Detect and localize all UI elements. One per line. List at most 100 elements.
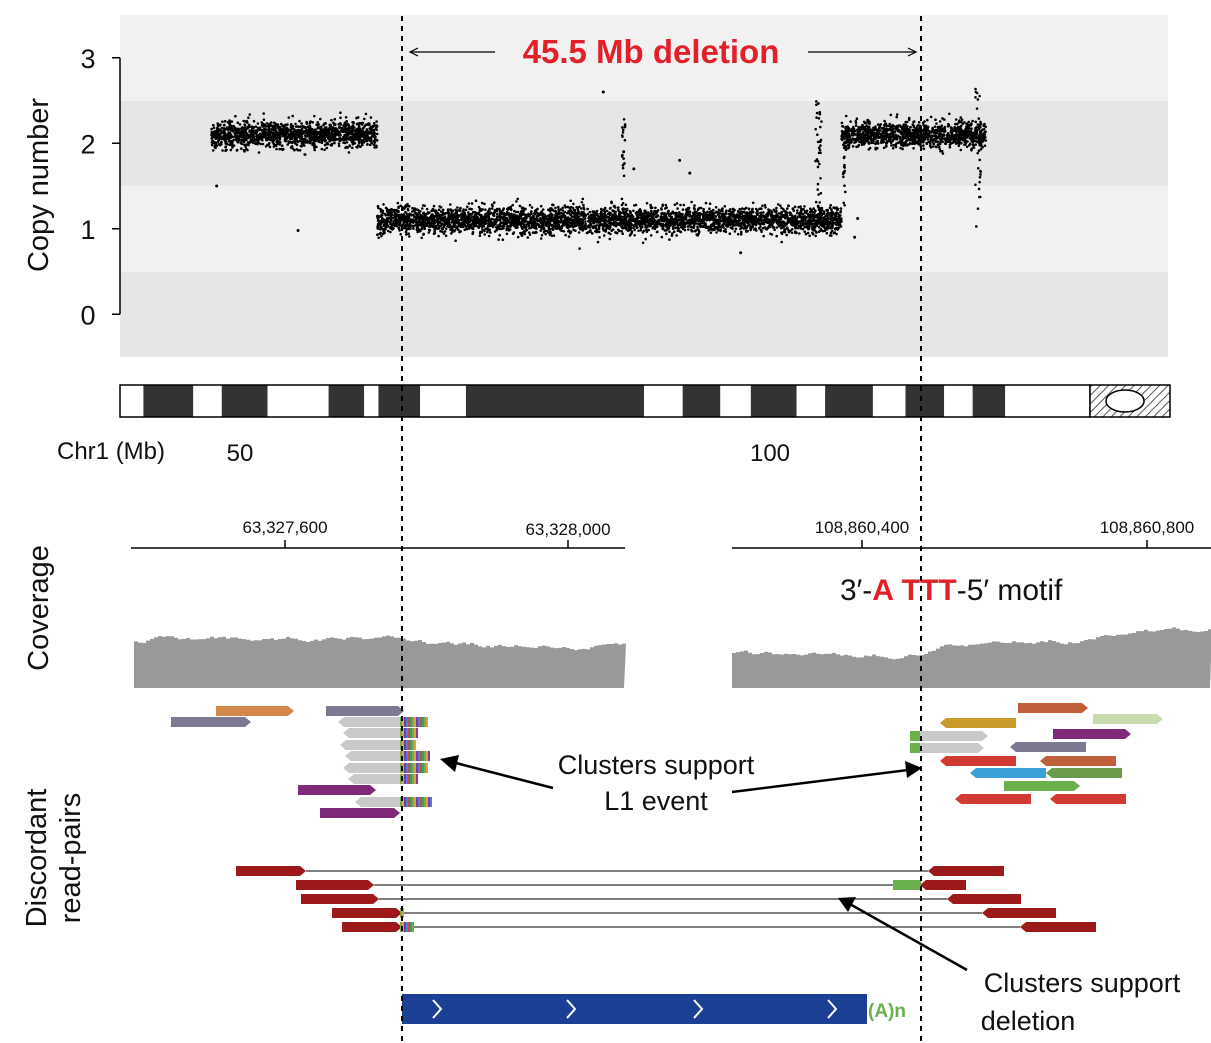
cn-point bbox=[736, 232, 740, 236]
cn-point bbox=[812, 207, 815, 210]
cn-point bbox=[366, 135, 370, 138]
cn-point bbox=[482, 221, 486, 225]
cn-point bbox=[384, 206, 388, 210]
cn-point bbox=[718, 219, 721, 223]
cn-point bbox=[379, 225, 383, 229]
cn-point bbox=[732, 210, 735, 214]
cn-point bbox=[427, 219, 431, 223]
cn-point bbox=[416, 228, 420, 232]
cn-point bbox=[294, 125, 298, 128]
cn-point bbox=[608, 224, 612, 228]
cn-point bbox=[698, 216, 701, 219]
cn-point bbox=[524, 229, 527, 233]
cn-point bbox=[328, 123, 332, 127]
cn-point bbox=[530, 212, 533, 216]
cn-point bbox=[279, 132, 282, 136]
cn-point bbox=[526, 221, 530, 224]
cn-point bbox=[741, 222, 744, 226]
cn-point bbox=[300, 145, 304, 148]
cn-point bbox=[274, 135, 277, 138]
band-cn0 bbox=[120, 272, 1168, 357]
cn-point bbox=[668, 214, 672, 217]
cn-point bbox=[226, 142, 229, 146]
cn-point bbox=[311, 143, 314, 147]
cn-point bbox=[647, 228, 650, 232]
cn-point bbox=[443, 212, 447, 215]
cn-point bbox=[435, 220, 438, 223]
cn-point bbox=[487, 234, 491, 238]
cn-point bbox=[322, 132, 326, 136]
cn-point bbox=[666, 212, 670, 215]
cn-point bbox=[423, 204, 426, 207]
cn-point bbox=[319, 128, 323, 132]
cn-point bbox=[311, 129, 314, 133]
cn-point bbox=[333, 132, 336, 135]
cn-point bbox=[412, 224, 415, 228]
cn-point bbox=[295, 148, 299, 151]
cn-point bbox=[404, 230, 408, 234]
cn-point bbox=[729, 211, 733, 214]
cn-point bbox=[741, 207, 744, 210]
cn-point bbox=[416, 215, 420, 219]
cn-point bbox=[671, 210, 674, 213]
cn-point bbox=[361, 131, 365, 134]
cn-point bbox=[439, 229, 442, 233]
cn-point bbox=[608, 237, 612, 241]
cn-point bbox=[831, 229, 834, 233]
cn-point bbox=[617, 206, 620, 209]
cn-point bbox=[495, 207, 499, 211]
cn-point bbox=[414, 207, 417, 211]
cn-point bbox=[215, 129, 218, 133]
cn-point bbox=[402, 221, 406, 224]
cn-point bbox=[349, 138, 352, 142]
cn-point bbox=[772, 226, 776, 229]
cn-point bbox=[437, 208, 441, 211]
cn-point bbox=[395, 209, 399, 213]
cn-point bbox=[396, 220, 400, 224]
cn-point bbox=[803, 230, 806, 233]
cn-point bbox=[539, 217, 542, 220]
cn-point bbox=[389, 230, 392, 234]
cn-point bbox=[419, 223, 422, 226]
cn-point bbox=[788, 230, 791, 233]
cn-point bbox=[306, 125, 310, 129]
cn-point bbox=[591, 232, 594, 235]
cn-point bbox=[269, 136, 272, 139]
cn-point bbox=[823, 229, 827, 233]
cn-point bbox=[620, 225, 623, 228]
cn-point bbox=[218, 124, 222, 127]
cn-point bbox=[298, 149, 302, 152]
cn-point bbox=[613, 216, 616, 220]
cn-point bbox=[715, 220, 718, 224]
cn-point bbox=[344, 116, 348, 119]
cn-point bbox=[369, 128, 373, 132]
cn-point bbox=[654, 206, 657, 210]
cn-point bbox=[429, 225, 432, 228]
cn-point bbox=[826, 213, 829, 217]
cn-point bbox=[281, 124, 285, 128]
cn-point bbox=[261, 142, 265, 146]
cn-point bbox=[714, 226, 717, 230]
cn-point bbox=[655, 210, 659, 214]
cn-point bbox=[480, 215, 483, 219]
cn-point bbox=[498, 233, 502, 237]
cn-point bbox=[696, 234, 699, 237]
cn-point bbox=[556, 215, 559, 219]
cn-point bbox=[626, 229, 630, 232]
cn-point bbox=[421, 207, 424, 210]
cn-point bbox=[254, 125, 258, 128]
cn-point bbox=[529, 220, 533, 223]
cn-point bbox=[684, 215, 688, 219]
cn-point bbox=[464, 208, 468, 212]
cn-point bbox=[535, 231, 538, 234]
cn-point bbox=[790, 223, 794, 227]
cn-point bbox=[637, 216, 640, 219]
cn-point bbox=[587, 224, 590, 227]
cn-point bbox=[355, 131, 359, 134]
cn-point bbox=[630, 230, 634, 233]
cn-point bbox=[575, 206, 578, 209]
cn-point bbox=[713, 211, 716, 215]
cn-point bbox=[278, 147, 281, 151]
cn-point bbox=[709, 210, 712, 214]
cn-point bbox=[727, 218, 730, 221]
